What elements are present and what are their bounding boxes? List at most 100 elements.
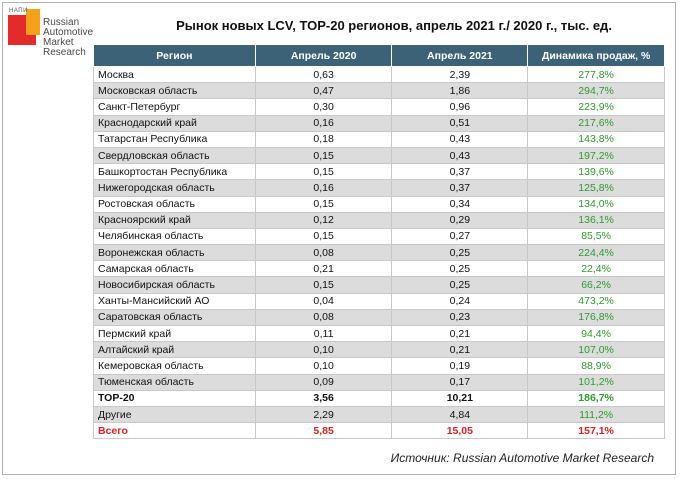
- cell-region: Санкт-Петербург: [93, 98, 256, 116]
- cell-region: Всего: [93, 422, 256, 440]
- top20-row: ТОР-20 3,56 10,21 186,7%: [93, 389, 665, 407]
- table-header-row: Регион Апрель 2020 Апрель 2021 Динамика …: [93, 44, 665, 67]
- header-dynamics: Динамика продаж, %: [527, 44, 665, 67]
- table-row: Москва 0,63 2,39 277,8%: [93, 65, 665, 84]
- table-row: Нижегородская область 0,16 0,37 125,8%: [93, 179, 665, 197]
- cell-april-2020: 0,21: [254, 260, 393, 278]
- page-title: Рынок новых LCV, ТОР-20 регионов, апрель…: [176, 18, 612, 33]
- cell-region: Москва: [93, 65, 256, 84]
- cell-april-2020: 0,16: [254, 114, 393, 132]
- table-row: Красноярский край 0,12 0,29 136,1%: [93, 211, 665, 229]
- table-row: Новосибирская область 0,15 0,25 66,2%: [93, 276, 665, 294]
- cell-april-2020: 0,15: [254, 195, 393, 213]
- cell-april-2020: 0,04: [254, 292, 393, 310]
- cell-region: Красноярский край: [93, 211, 256, 229]
- cell-dynamics: 94,4%: [527, 324, 665, 343]
- cell-april-2020: 5,85: [254, 422, 393, 440]
- cell-april-2020: 0,63: [254, 65, 393, 84]
- page-frame: [2, 2, 676, 475]
- cell-april-2021: 0,34: [391, 195, 529, 213]
- cell-region: Другие: [93, 405, 256, 424]
- cell-dynamics: 111,2%: [527, 405, 665, 424]
- cell-april-2020: 0,09: [254, 373, 393, 391]
- cell-april-2021: 4,84: [391, 405, 529, 424]
- cell-april-2020: 0,08: [254, 308, 393, 327]
- cell-dynamics: 473,2%: [527, 292, 665, 310]
- cell-region: Кемеровская область: [93, 357, 256, 375]
- table-row: Пермский край 0,11 0,21 94,4%: [93, 324, 665, 343]
- cell-dynamics: 223,9%: [527, 98, 665, 116]
- cell-region: Челябинская область: [93, 227, 256, 246]
- cell-dynamics: 66,2%: [527, 276, 665, 294]
- cell-region: Ростовская область: [93, 195, 256, 213]
- cell-april-2020: 0,11: [254, 324, 393, 343]
- cell-april-2021: 0,25: [391, 244, 529, 262]
- cell-april-2021: 0,43: [391, 146, 529, 165]
- header-region: Регион: [93, 44, 256, 67]
- source-note: Источник: Russian Automotive Market Rese…: [390, 451, 654, 465]
- cell-region: Самарская область: [93, 260, 256, 278]
- cell-april-2021: 0,25: [391, 260, 529, 278]
- cell-region: Новосибирская область: [93, 276, 256, 294]
- table-row: Самарская область 0,21 0,25 22,4%: [93, 260, 665, 278]
- cell-dynamics: 107,0%: [527, 341, 665, 359]
- cell-april-2021: 0,19: [391, 357, 529, 375]
- cell-april-2021: 0,27: [391, 227, 529, 246]
- total-row: Всего 5,85 15,05 157,1%: [93, 422, 665, 440]
- cell-april-2021: 0,17: [391, 373, 529, 391]
- cell-april-2020: 0,47: [254, 82, 393, 100]
- cell-dynamics: 85,5%: [527, 227, 665, 246]
- cell-region: Краснодарский край: [93, 114, 256, 132]
- table-row: Тюменская область 0,09 0,17 101,2%: [93, 373, 665, 391]
- cell-april-2021: 1,86: [391, 82, 529, 100]
- cell-dynamics: 101,2%: [527, 373, 665, 391]
- table-row: Ханты-Мансийский АО 0,04 0,24 473,2%: [93, 292, 665, 310]
- header-april-2020: Апрель 2020: [254, 44, 393, 67]
- cell-april-2021: 0,43: [391, 130, 529, 148]
- table-row: Башкортостан Республика 0,15 0,37 139,6%: [93, 163, 665, 181]
- cell-region: Воронежская область: [93, 244, 256, 262]
- cell-region: Ханты-Мансийский АО: [93, 292, 256, 310]
- cell-april-2020: 0,16: [254, 179, 393, 197]
- cell-april-2021: 15,05: [391, 422, 529, 440]
- cell-region: Татарстан Республика: [93, 130, 256, 148]
- logo-small-text: НАПИ: [9, 8, 28, 14]
- cell-region: Тюменская область: [93, 373, 256, 391]
- cell-dynamics: 186,7%: [527, 389, 665, 407]
- cell-april-2020: 3,56: [254, 389, 393, 407]
- cell-april-2020: 0,15: [254, 227, 393, 246]
- cell-april-2020: 0,10: [254, 357, 393, 375]
- cell-region: Нижегородская область: [93, 179, 256, 197]
- header-april-2021: Апрель 2021: [391, 44, 529, 67]
- cell-april-2021: 10,21: [391, 389, 529, 407]
- cell-april-2020: 0,15: [254, 146, 393, 165]
- cell-april-2021: 0,21: [391, 341, 529, 359]
- cell-april-2020: 0,15: [254, 163, 393, 181]
- cell-dynamics: 88,9%: [527, 357, 665, 375]
- cell-dynamics: 224,4%: [527, 244, 665, 262]
- logo-line-2: Automotive: [43, 27, 94, 38]
- table-body: Москва 0,63 2,39 277,8% Московская область 0,…: [93, 65, 665, 440]
- cell-april-2021: 0,37: [391, 179, 529, 197]
- cell-dynamics: 294,7%: [527, 82, 665, 100]
- logo-orange-bar: [26, 9, 40, 35]
- cell-dynamics: 217,6%: [527, 114, 665, 132]
- cell-dynamics: 176,8%: [527, 308, 665, 327]
- cell-april-2020: 0,08: [254, 244, 393, 262]
- table-row: Ростовская область 0,15 0,34 134,0%: [93, 195, 665, 213]
- table-row: Кемеровская область 0,10 0,19 88,9%: [93, 357, 665, 375]
- cell-april-2021: 0,51: [391, 114, 529, 132]
- cell-region: Саратовская область: [93, 308, 256, 327]
- table-row: Московская область 0,47 1,86 294,7%: [93, 82, 665, 100]
- cell-april-2021: 0,96: [391, 98, 529, 116]
- cell-april-2021: 0,23: [391, 308, 529, 327]
- table-row: Краснодарский край 0,16 0,51 217,6%: [93, 114, 665, 132]
- logo-line-3: Market: [43, 37, 74, 48]
- cell-dynamics: 277,8%: [527, 65, 665, 84]
- cell-april-2021: 0,24: [391, 292, 529, 310]
- other-row: Другие 2,29 4,84 111,2%: [93, 405, 665, 424]
- cell-dynamics: 197,2%: [527, 146, 665, 165]
- cell-dynamics: 22,4%: [527, 260, 665, 278]
- cell-april-2021: 2,39: [391, 65, 529, 84]
- cell-dynamics: 139,6%: [527, 163, 665, 181]
